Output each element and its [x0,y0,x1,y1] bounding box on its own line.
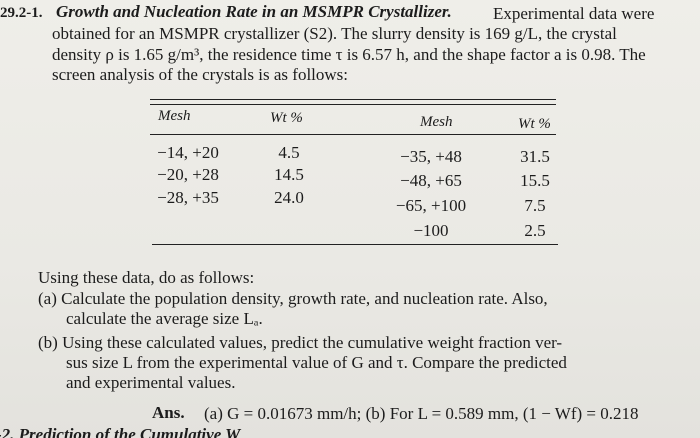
text-line: Experimental data were [493,4,655,23]
mesh-cell: −48, +65 [400,171,462,190]
answer-text: (a) G = 0.01673 mm/h; (b) For L = 0.589 … [204,404,639,423]
wt-cell: 14.5 [274,165,304,184]
wt-cell: 2.5 [524,221,546,240]
text-line: density ρ is 1.65 g/m³, the residence ti… [52,45,646,64]
instruction: (a) Calculate the population density, gr… [38,289,548,308]
table-header: Mesh [158,108,191,124]
instruction: calculate the average size Lₐ. [66,309,263,328]
mesh-cell: −35, +48 [400,147,462,166]
mesh-cell: −28, +35 [157,188,219,207]
wt-cell: 7.5 [524,196,546,215]
table-header: Mesh [420,114,453,130]
mesh-cell: −100 [413,221,449,240]
mesh-cell: −65, +100 [395,196,467,215]
wt-cell: 24.0 [274,188,304,207]
instruction: sus size L from the experimental value o… [66,353,567,372]
instruction: Using these data, do as follows: [38,268,255,287]
problem-number: 29.2-1. [0,5,43,21]
next-problem: -2. Prediction of the Cumulative W [0,425,241,438]
table-rule [150,134,556,135]
answer-label: Ans. [152,403,185,422]
table-header: Wt % [270,110,303,126]
problem-title: Growth and Nucleation Rate in an MSMPR C… [56,2,452,21]
wt-cell: 31.5 [520,147,550,166]
instruction: (b) Using these calculated values, predi… [38,333,563,352]
table-rule [152,244,558,245]
wt-cell: 4.5 [278,143,300,162]
table-rule [150,104,556,105]
text-line: obtained for an MSMPR crystallizer (S2).… [52,24,617,43]
table-header: Wt % [518,116,551,132]
text-line: screen analysis of the crystals is as fo… [52,65,349,84]
mesh-cell: −20, +28 [157,165,219,184]
mesh-cell: −14, +20 [157,143,219,162]
table-rule [150,99,556,100]
wt-cell: 15.5 [520,171,550,190]
instruction: and experimental values. [66,373,236,392]
